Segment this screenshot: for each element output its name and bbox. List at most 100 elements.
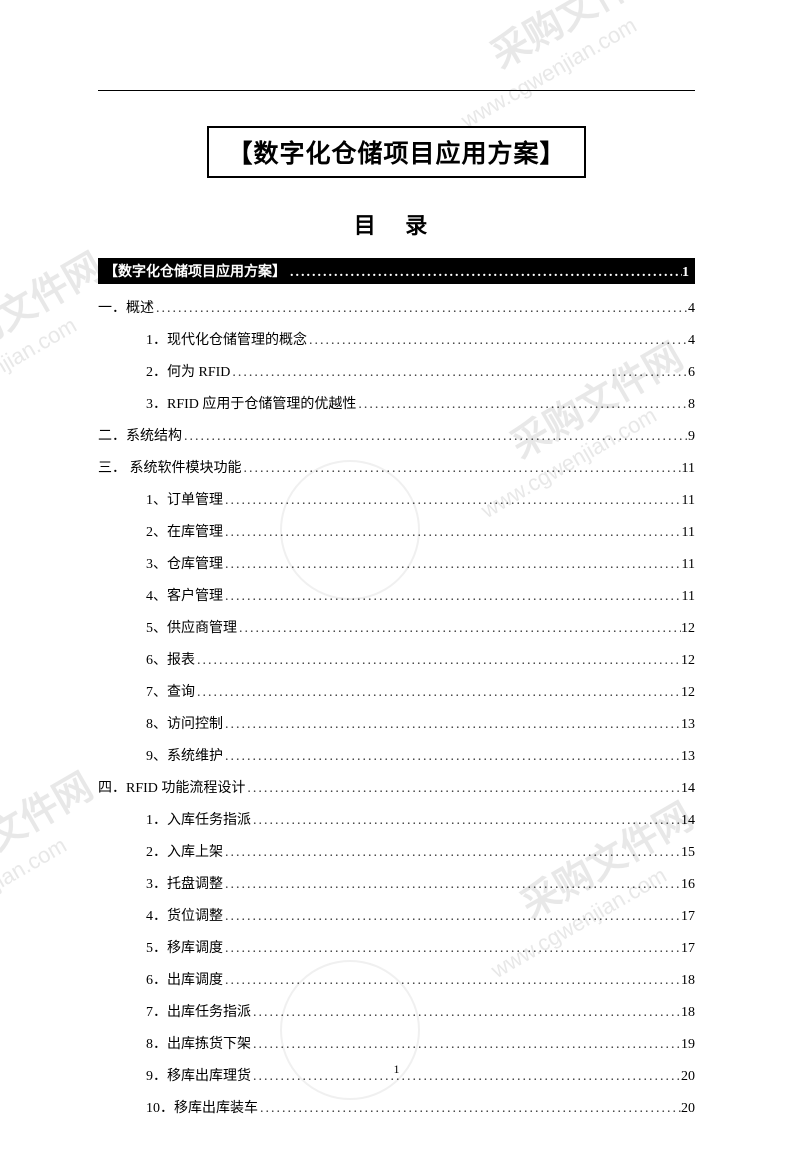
toc-entry: 2、在库管理..................................… — [98, 522, 695, 543]
toc-dots: ........................................… — [251, 1066, 681, 1087]
toc-entry-page: 11 — [682, 554, 695, 575]
toc-entry-text: 7．出库任务指派 — [146, 1002, 251, 1023]
toc-entry-text: 4、客户管理 — [146, 586, 223, 607]
toc-entry-page: 4 — [688, 298, 695, 319]
toc-entry-page: 11 — [682, 586, 695, 607]
toc-entry-text: 3、仓库管理 — [146, 554, 223, 575]
toc-entry-text: 10．移库出库装车 — [146, 1098, 258, 1119]
toc-dots: ........................................… — [154, 298, 688, 319]
toc-dots: ........................................… — [223, 842, 681, 863]
toc-dots: ........................................… — [195, 682, 681, 703]
toc-dots: ........................................… — [356, 394, 688, 415]
toc-entry-text: 3．托盘调整 — [146, 874, 223, 895]
toc-entry-page: 13 — [681, 746, 695, 767]
document-title-box: 【数字化仓储项目应用方案】 — [207, 126, 585, 178]
toc-entry-text: 9、系统维护 — [146, 746, 223, 767]
toc-entry: 3、仓库管理..................................… — [98, 554, 695, 575]
toc-dots: ........................................… — [251, 810, 681, 831]
toc-entry: 2．何为 RFID...............................… — [98, 362, 695, 383]
toc-dots: ........................................… — [307, 330, 688, 351]
toc-entry-text: 5．移库调度 — [146, 938, 223, 959]
toc-title-bar: 【数字化仓储项目应用方案】 ..........................… — [98, 258, 695, 284]
toc-entry-text: 四．RFID 功能流程设计 — [98, 778, 245, 799]
toc-dots: ........................................… — [223, 522, 682, 543]
toc-dots: ........................................… — [223, 874, 681, 895]
toc-entry-page: 20 — [681, 1098, 695, 1119]
toc-entry: 8、访问控制..................................… — [98, 714, 695, 735]
toc-dots: ........................................… — [286, 265, 682, 281]
toc-entry-text: 1．现代化仓储管理的概念 — [146, 330, 307, 351]
toc-entry-page: 8 — [688, 394, 695, 415]
toc-dots: ........................................… — [223, 490, 682, 511]
toc-entry-page: 6 — [688, 362, 695, 383]
toc-entry-page: 4 — [688, 330, 695, 351]
toc-dots: ........................................… — [223, 938, 681, 959]
toc-entry: 1、订单管理..................................… — [98, 490, 695, 511]
toc-entry-text: 8、访问控制 — [146, 714, 223, 735]
toc-entry: 2．入库上架..................................… — [98, 842, 695, 863]
toc-entry-page: 13 — [681, 714, 695, 735]
toc-list: 一．概述....................................… — [98, 298, 695, 1119]
toc-dots: ........................................… — [251, 1002, 681, 1023]
toc-entry-text: 三． 系统软件模块功能 — [98, 458, 242, 479]
toc-entry-text: 2．入库上架 — [146, 842, 223, 863]
toc-dots: ........................................… — [223, 970, 681, 991]
toc-entry-text: 2、在库管理 — [146, 522, 223, 543]
toc-entry-text: 6、报表 — [146, 650, 195, 671]
toc-entry-page: 14 — [681, 810, 695, 831]
toc-entry-text: 9．移库出库理货 — [146, 1066, 251, 1087]
toc-entry-page: 11 — [682, 490, 695, 511]
toc-entry: 3．托盘调整..................................… — [98, 874, 695, 895]
toc-dots: ........................................… — [223, 906, 681, 927]
toc-entry: 4、客户管理..................................… — [98, 586, 695, 607]
toc-dots: ........................................… — [182, 426, 688, 447]
toc-entry: 5．移库调度..................................… — [98, 938, 695, 959]
toc-entry: 二．系统结构..................................… — [98, 426, 695, 447]
toc-entry: 3．RFID 应用于仓储管理的优越性......................… — [98, 394, 695, 415]
toc-entry-text: 3．RFID 应用于仓储管理的优越性 — [146, 394, 356, 415]
toc-dots: ........................................… — [223, 586, 682, 607]
document-title: 【数字化仓储项目应用方案】 — [227, 141, 565, 168]
toc-entry-text: 6．出库调度 — [146, 970, 223, 991]
toc-entry: 7．出库任务指派................................… — [98, 1002, 695, 1023]
toc-entry: 5、供应商管理.................................… — [98, 618, 695, 639]
toc-entry-page: 15 — [681, 842, 695, 863]
toc-dots: ........................................… — [242, 458, 682, 479]
toc-entry-page: 17 — [681, 906, 695, 927]
toc-entry: 9、系统维护..................................… — [98, 746, 695, 767]
toc-entry-text: 1、订单管理 — [146, 490, 223, 511]
toc-entry-text: 4．货位调整 — [146, 906, 223, 927]
toc-title-bar-page: 1 — [682, 265, 689, 281]
toc-entry-page: 11 — [682, 522, 695, 543]
toc-dots: ........................................… — [223, 554, 682, 575]
toc-title-bar-text: 【数字化仓储项目应用方案】 — [104, 261, 286, 281]
toc-entry-page: 14 — [681, 778, 695, 799]
toc-entry-page: 16 — [681, 874, 695, 895]
toc-entry-page: 17 — [681, 938, 695, 959]
toc-entry: 8．出库拣货下架................................… — [98, 1034, 695, 1055]
toc-entry-page: 19 — [681, 1034, 695, 1055]
toc-entry-page: 18 — [681, 970, 695, 991]
toc-entry-text: 8．出库拣货下架 — [146, 1034, 251, 1055]
toc-dots: ........................................… — [223, 746, 681, 767]
toc-entry-page: 20 — [681, 1066, 695, 1087]
toc-entry: 1．现代化仓储管理的概念............................… — [98, 330, 695, 351]
toc-entry-text: 一．概述 — [98, 298, 154, 319]
toc-heading: 目 录 — [98, 208, 695, 240]
toc-entry: 四．RFID 功能流程设计...........................… — [98, 778, 695, 799]
toc-entry-text: 7、查询 — [146, 682, 195, 703]
header-rule — [98, 90, 695, 91]
toc-dots: ........................................… — [230, 362, 688, 383]
toc-entry: 1．入库任务指派................................… — [98, 810, 695, 831]
toc-entry-text: 1．入库任务指派 — [146, 810, 251, 831]
toc-entry: 三． 系统软件模块功能.............................… — [98, 458, 695, 479]
toc-entry: 7、查询....................................… — [98, 682, 695, 703]
toc-dots: ........................................… — [258, 1098, 681, 1119]
toc-entry-text: 5、供应商管理 — [146, 618, 237, 639]
toc-entry-page: 12 — [681, 618, 695, 639]
toc-entry: 6、报表....................................… — [98, 650, 695, 671]
toc-dots: ........................................… — [245, 778, 681, 799]
toc-entry: 6．出库调度..................................… — [98, 970, 695, 991]
toc-entry-text: 2．何为 RFID — [146, 362, 230, 383]
page-content: 【数字化仓储项目应用方案】 目 录 【数字化仓储项目应用方案】 ........… — [0, 0, 793, 1170]
